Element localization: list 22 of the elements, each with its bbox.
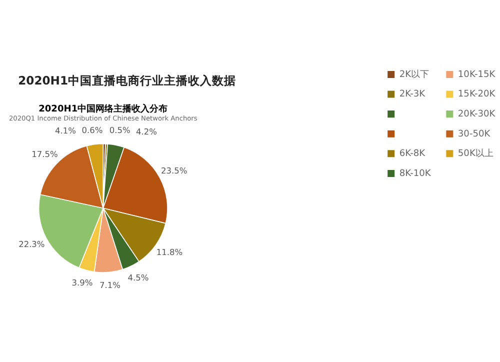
- legend-label: 20K-30K: [458, 110, 496, 120]
- text: 2020H1中国直播电商行业主播收入数据: [18, 73, 236, 88]
- legend-label: 2K-3K: [399, 90, 426, 100]
- data-label: 22.3%: [18, 238, 45, 249]
- legend-label: 2K以下: [399, 68, 430, 80]
- legend-label: 30-50K: [458, 129, 492, 140]
- data-label: 7.1%: [100, 280, 121, 290]
- data-label: 17.5%: [32, 148, 58, 159]
- data-label: 0.6%: [82, 125, 103, 136]
- data-label: 4.5%: [128, 272, 149, 282]
- text: 2020H1中国网络主播收入分布: [38, 104, 168, 115]
- data-label: 4.1%: [55, 126, 76, 136]
- data-label: 23.5%: [161, 165, 188, 176]
- legend-label: 8K-10K: [399, 168, 432, 179]
- legend-label: 6K-8K: [399, 149, 426, 160]
- legend-label: 10K-15K: [458, 70, 496, 80]
- data-label: 3.9%: [72, 278, 93, 288]
- data-label: 11.8%: [156, 246, 183, 257]
- data-label: 0.5%: [109, 125, 130, 136]
- legend-label: 15K-20K: [458, 90, 496, 100]
- data-label: 4.2%: [136, 126, 158, 137]
- legend-label: 50K以上: [458, 148, 494, 160]
